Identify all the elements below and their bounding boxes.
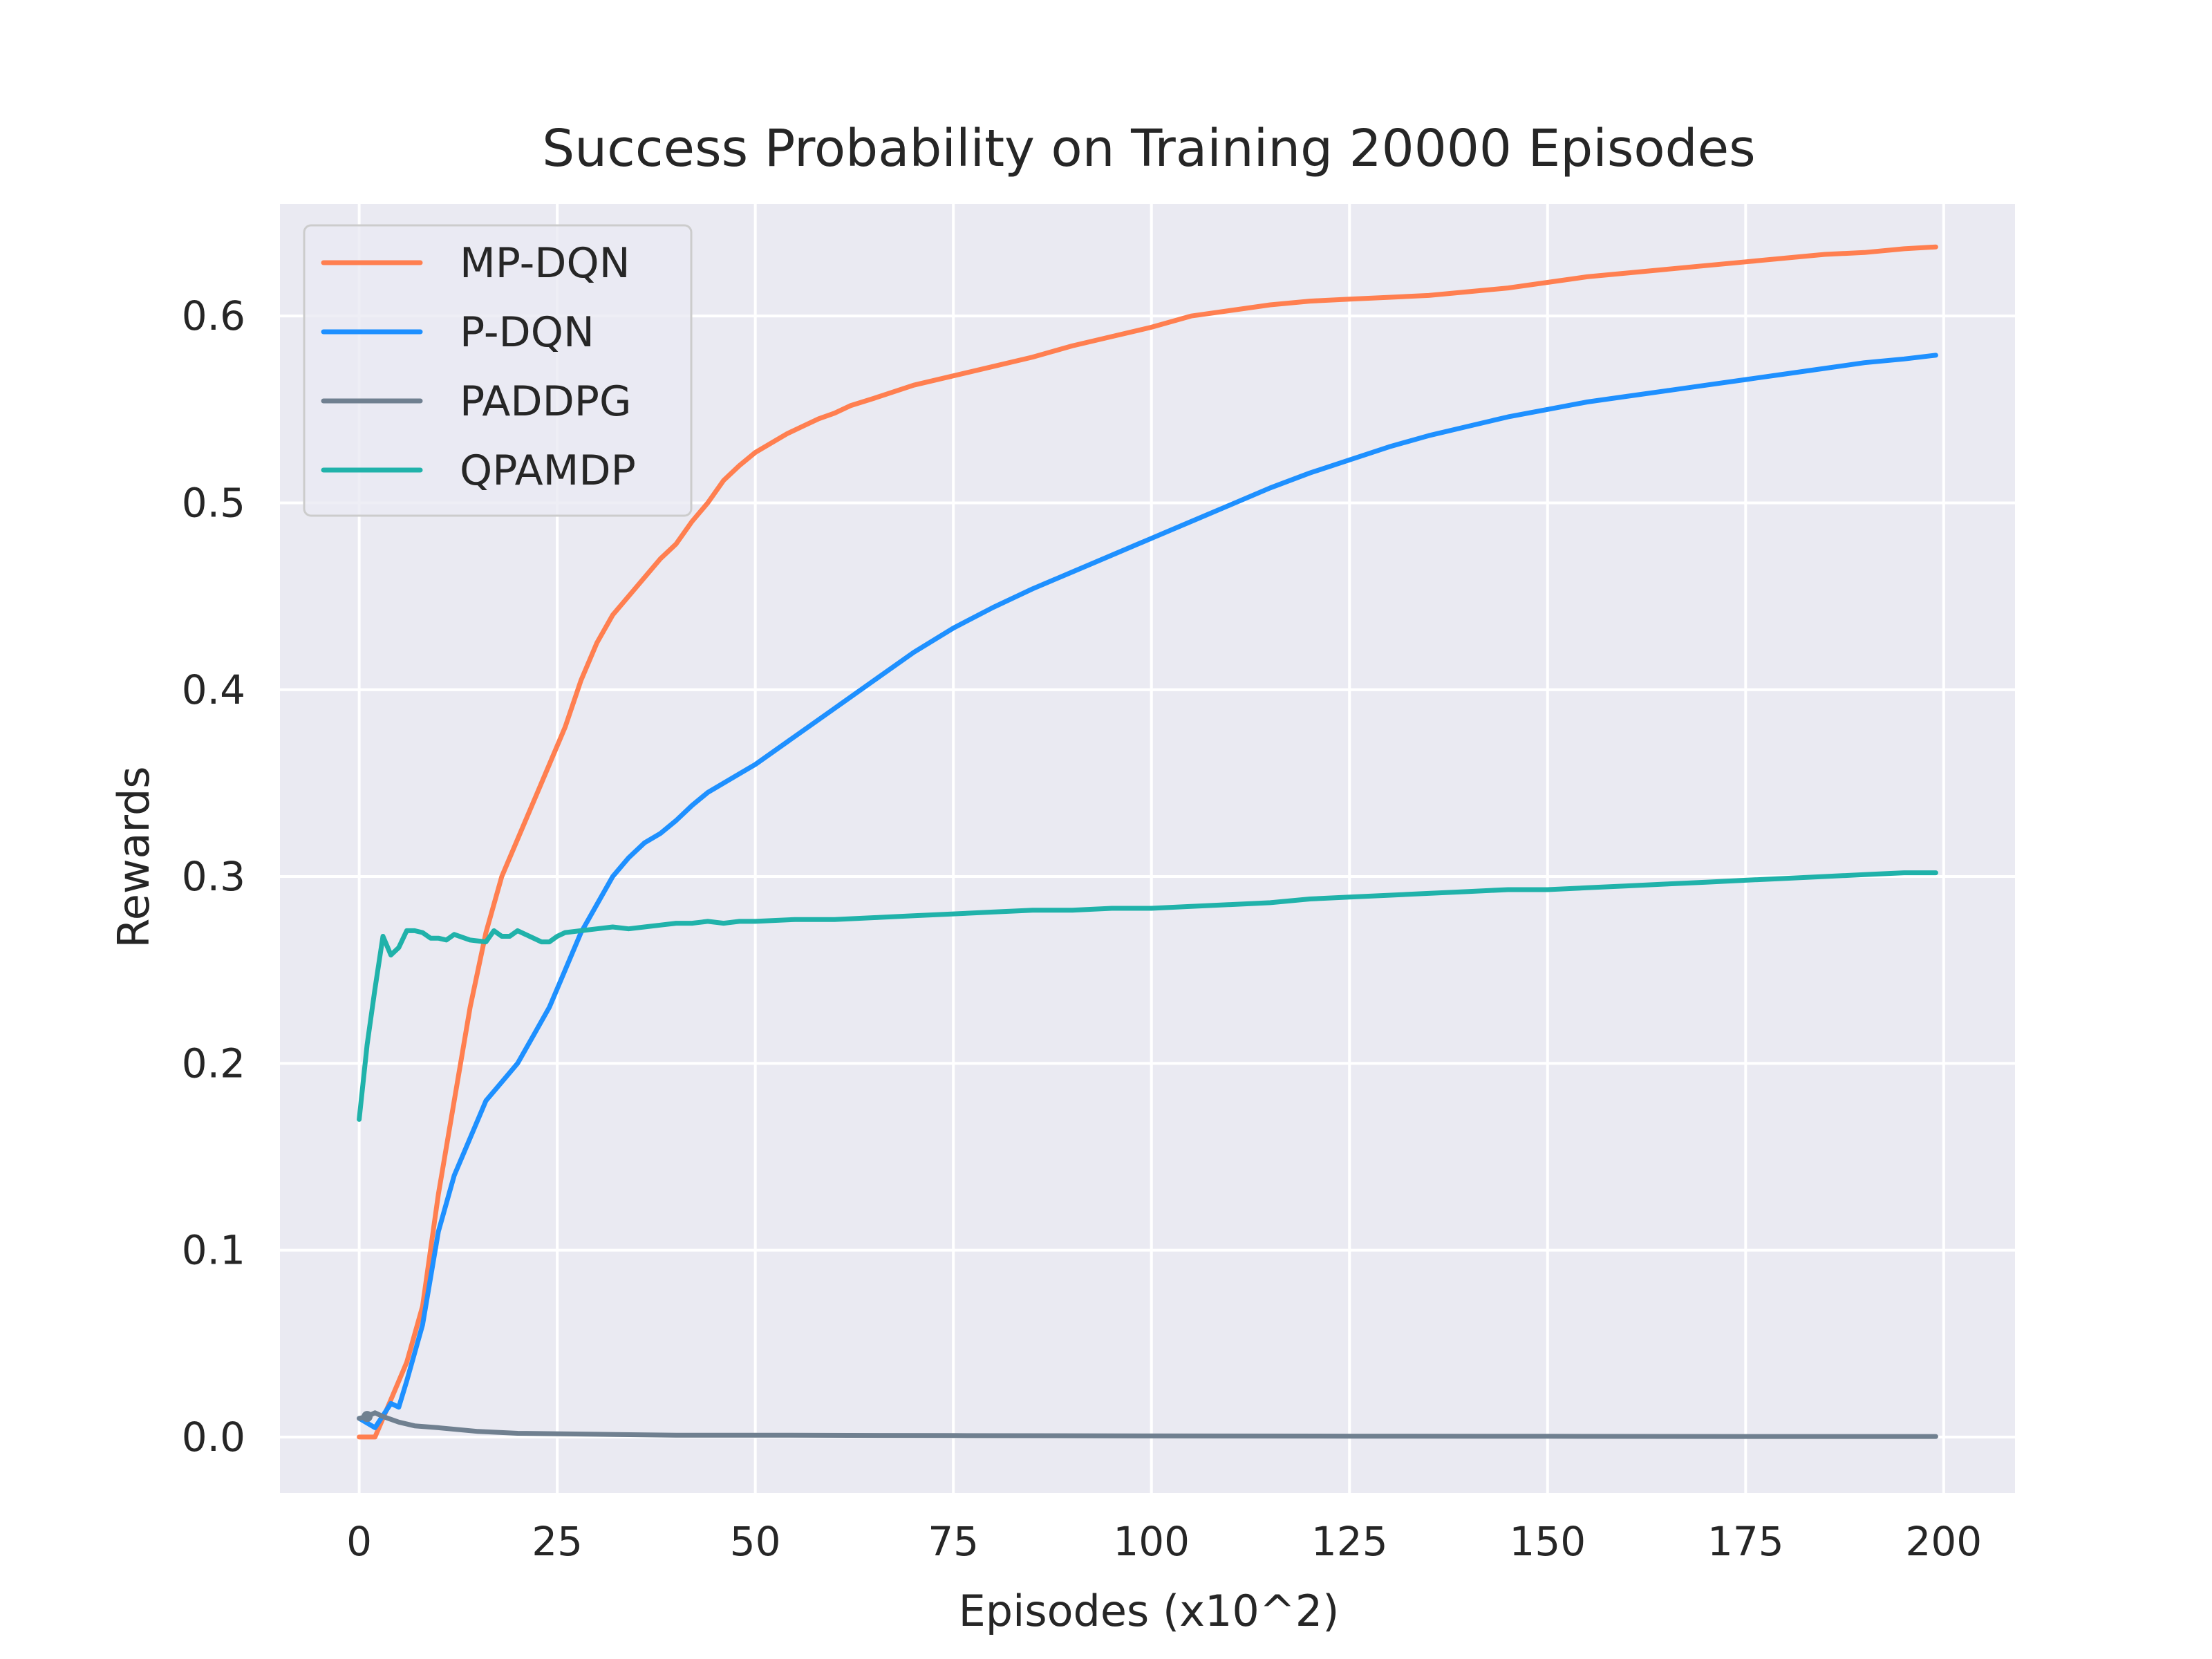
- x-tick-label: 175: [1707, 1518, 1784, 1565]
- y-tick-label: 0.5: [182, 479, 245, 526]
- x-tick-label: 150: [1509, 1518, 1586, 1565]
- legend-item: MP-DQN: [321, 239, 630, 288]
- legend-label: MP-DQN: [460, 239, 630, 288]
- legend-label: PADDPG: [460, 377, 631, 426]
- x-tick-label: 25: [532, 1518, 583, 1565]
- x-tick-label: 100: [1113, 1518, 1190, 1565]
- x-tick-label: 125: [1311, 1518, 1388, 1565]
- series-line-p-dqn: [357, 353, 1938, 1430]
- legend-box: [303, 224, 693, 517]
- chart-title: Success Probability on Training 20000 Ep…: [542, 119, 1755, 178]
- series-line-mp-dqn: [357, 244, 1938, 1440]
- legend-item: PADDPG: [321, 377, 631, 426]
- y-tick-label: 0.3: [182, 853, 245, 900]
- series-line-qpamdp: [357, 870, 1938, 1122]
- y-axis-ticks: 0.0 0.1 0.2 0.3 0.4 0.5 0.6: [182, 292, 245, 1461]
- x-axis-label: Episodes (x10^2): [959, 1586, 1340, 1636]
- x-tick-label: 0: [346, 1518, 372, 1565]
- series-layer: [357, 244, 1938, 1440]
- x-tick-label: 200: [1905, 1518, 1982, 1565]
- legend: MP-DQN P-DQN PADDPG QPAMDP: [303, 224, 693, 517]
- grid: [280, 204, 2015, 1493]
- y-axis-label: Rewards: [109, 766, 159, 948]
- y-tick-label: 0.4: [182, 666, 245, 713]
- series-line-paddpg: [357, 1410, 1938, 1439]
- legend-item: P-DQN: [321, 308, 594, 357]
- y-tick-label: 0.0: [182, 1414, 245, 1461]
- legend-item: QPAMDP: [321, 447, 636, 495]
- x-axis-ticks: 0 25 50 75 100 125 150 175 200: [346, 1518, 1982, 1565]
- y-tick-label: 0.1: [182, 1227, 245, 1274]
- x-tick-label: 75: [928, 1518, 979, 1565]
- legend-label: P-DQN: [460, 308, 594, 357]
- x-tick-label: 50: [730, 1518, 781, 1565]
- y-tick-label: 0.2: [182, 1040, 245, 1087]
- series-marker-paddpg: [362, 1411, 373, 1423]
- legend-label: QPAMDP: [460, 447, 636, 495]
- y-tick-label: 0.6: [182, 292, 245, 339]
